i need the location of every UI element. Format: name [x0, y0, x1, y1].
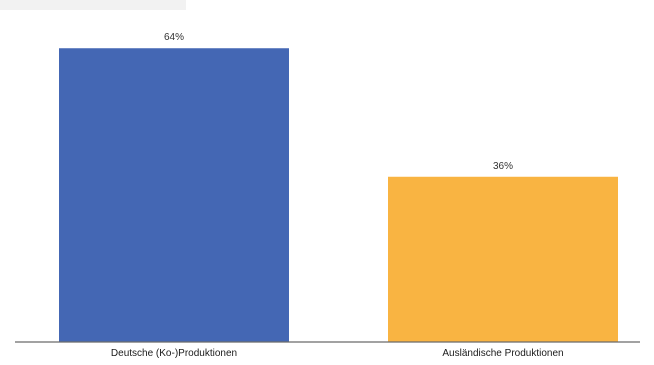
bar-2 — [388, 176, 618, 342]
bar-1 — [59, 48, 289, 343]
value-labels-group: 64% 36% — [164, 32, 513, 172]
value-label-1: 64% — [164, 32, 184, 43]
value-label-2: 36% — [493, 161, 513, 172]
clipped-title-fragment — [0, 0, 186, 10]
category-label-1: Deutsche (Ko-)Produktionen — [111, 348, 237, 359]
bars-group — [59, 48, 618, 343]
category-labels-group: Deutsche (Ko-)Produktionen Ausländische P… — [111, 348, 564, 359]
category-label-2: Ausländische Produktionen — [442, 348, 563, 359]
